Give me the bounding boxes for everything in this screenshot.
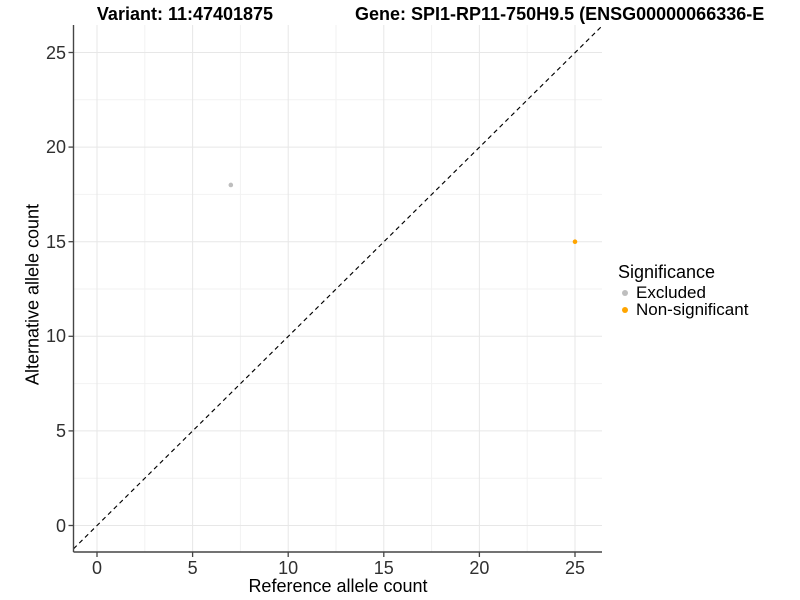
legend: Significance Excluded Non-significant — [618, 262, 800, 319]
legend-item-label: Excluded — [636, 282, 706, 302]
y-tick-label: 0 — [55, 515, 66, 536]
x-tick-label: 20 — [469, 558, 490, 578]
y-tick-label: 20 — [45, 137, 66, 158]
legend-title: Significance — [618, 262, 716, 282]
x-tick-label: 15 — [373, 558, 394, 578]
x-tick-label: 25 — [564, 558, 586, 578]
x-tick-label: 0 — [91, 558, 102, 578]
plot-title-variant: Variant: 11:47401875 — [96, 4, 274, 24]
y-tick-label: 15 — [45, 231, 66, 252]
y-tick-label: 5 — [55, 420, 66, 441]
y-tick-label: 10 — [45, 326, 66, 347]
legend-item-label: Non-significant — [636, 299, 749, 319]
x-tick-label: 5 — [187, 558, 198, 578]
data-point-excluded — [228, 182, 234, 188]
legend-item-excluded: Excluded — [618, 282, 800, 302]
legend-dot-icon — [622, 306, 628, 313]
y-tick-label: 25 — [45, 42, 66, 63]
x-axis-title: Reference allele count — [248, 576, 428, 596]
plot-title-gene: Gene: SPI1-RP11-750H9.5 (ENSG00000066336… — [355, 4, 765, 24]
legend-items: Excluded Non-significant — [618, 282, 800, 319]
legend-item-non-significant: Non-significant — [618, 299, 800, 319]
legend-dot-icon — [622, 289, 628, 296]
data-point-non-significant — [572, 239, 578, 244]
y-axis-title: Alternative allele count — [22, 203, 43, 386]
x-tick-label: 10 — [278, 558, 299, 578]
identity-dashed-line — [73, 24, 604, 550]
